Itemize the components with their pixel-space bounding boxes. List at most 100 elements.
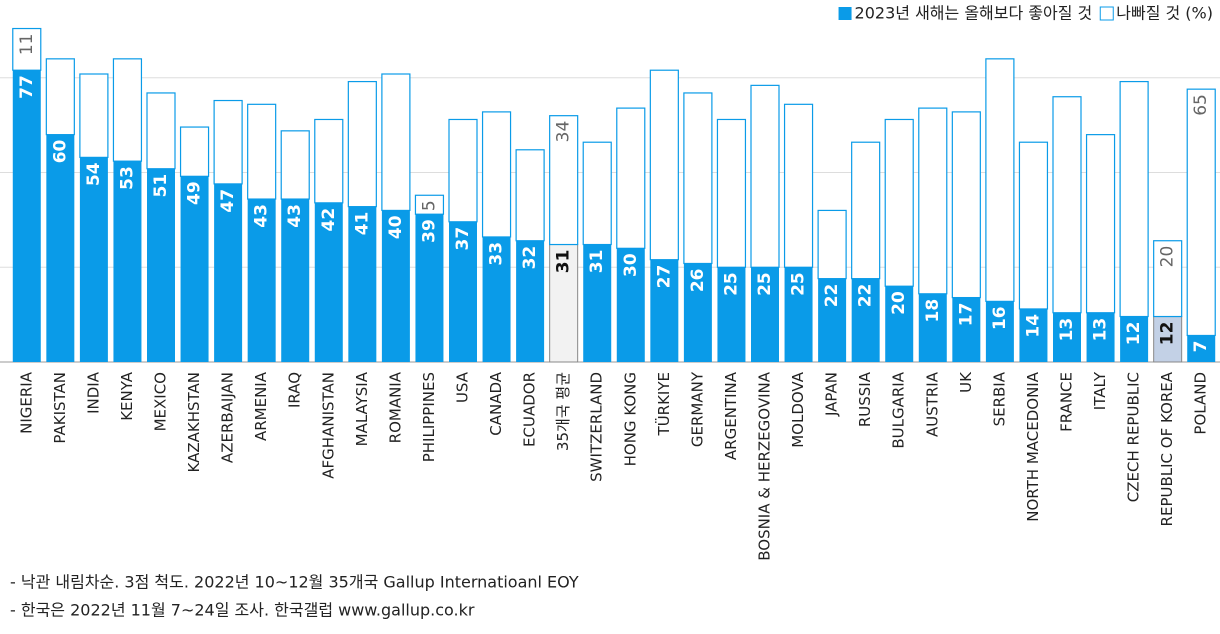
bar [381, 210, 410, 362]
bar [1119, 80, 1149, 318]
data-label: 43 [252, 204, 272, 228]
x-tick-label: HONG KONG [621, 372, 639, 466]
data-label: 25 [721, 272, 741, 296]
bar [1153, 240, 1183, 318]
bar [314, 202, 343, 362]
data-label: 31 [554, 250, 574, 274]
x-tick-label: RUSSIA [856, 371, 874, 427]
data-label: 25 [755, 272, 775, 296]
bar [716, 118, 747, 268]
data-label: 32 [520, 246, 540, 270]
bar [146, 92, 176, 170]
data-label: 27 [654, 265, 674, 289]
bar [683, 92, 713, 265]
legend-label: 2023년 새해는 올해보다 좋아질 것 [855, 4, 1093, 23]
x-tick-label: ECUADOR [521, 372, 539, 447]
bar [46, 134, 75, 362]
data-label: 12 [1158, 322, 1178, 346]
x-tick-label: IRAQ [286, 372, 304, 408]
data-label: 41 [352, 212, 372, 236]
x-tick-label: BOSNIA & HERZEGOVINA [756, 371, 774, 560]
bar [985, 301, 1014, 362]
bar [247, 199, 276, 362]
data-label: 51 [151, 174, 171, 198]
x-tick-label: ROMANIA [386, 371, 404, 443]
bar [918, 107, 948, 295]
data-label: 33 [487, 242, 507, 266]
x-tick-label: GERMANY [688, 371, 706, 447]
x-tick-label: BULGARIA [890, 371, 908, 448]
x-tick-label: REPUBLIC OF KOREA [1158, 371, 1176, 526]
data-label: 25 [789, 272, 809, 296]
bar [1019, 308, 1048, 362]
bar [213, 99, 243, 185]
data-label: 11 [17, 34, 37, 56]
data-label: 40 [386, 215, 406, 239]
bar [381, 73, 411, 212]
data-label: 39 [419, 219, 439, 243]
bar [851, 141, 881, 280]
data-label: 30 [621, 253, 641, 277]
data-label: 22 [822, 284, 842, 308]
bar [751, 267, 779, 362]
legend: 나빠질 것 (%) 2023년 새해는 올해보다 좋아질 것 [838, 4, 1213, 23]
bar [1053, 312, 1081, 362]
x-tick-label: SERBIA [990, 371, 1008, 426]
data-label: 5 [419, 200, 439, 211]
data-label: 77 [17, 75, 37, 99]
bar [1120, 316, 1149, 362]
bar [818, 278, 847, 362]
data-label: 13 [1091, 318, 1111, 342]
bar [348, 206, 377, 362]
x-tick-label: MEXICO [152, 372, 170, 431]
note: - 낙관 내림차순. 3점 척도. 2022년 10~12월 35개국 Gall… [10, 573, 579, 592]
x-tick-label: ARGENTINA [722, 371, 740, 460]
bar [616, 248, 645, 362]
data-label: 43 [285, 204, 305, 228]
bar [347, 80, 377, 208]
bar [985, 58, 1015, 302]
bar [281, 199, 310, 362]
x-tick-label: POLAND [1192, 372, 1210, 435]
bar [247, 103, 277, 200]
note: - 한국은 2022년 11월 7~24일 조사. 한국갤럽 www.gallu… [10, 601, 475, 620]
data-label: 65 [1191, 94, 1211, 116]
bar [583, 244, 612, 362]
x-tick-label: AFGHANISTAN [319, 372, 337, 479]
x-tick-label: USA [454, 371, 472, 403]
bar [415, 214, 444, 362]
bar [717, 267, 746, 362]
x-tick-label: ITALY [1091, 371, 1109, 410]
bar [45, 58, 75, 136]
bar [616, 107, 646, 249]
bar [112, 58, 143, 162]
bar [414, 194, 445, 215]
bar [951, 111, 981, 299]
data-label: 53 [117, 166, 137, 190]
data-label: 42 [319, 208, 339, 232]
bar [549, 115, 579, 246]
bar [817, 209, 847, 280]
bar [214, 183, 243, 362]
bar [783, 103, 814, 268]
bar [649, 69, 679, 261]
bar [12, 27, 42, 71]
legend-swatch [838, 7, 852, 20]
data-label: 20 [889, 291, 909, 315]
bar [314, 118, 344, 204]
legend-label: 나빠질 것 (%) [1116, 4, 1213, 23]
bar [683, 263, 712, 362]
x-tick-label: JAPAN [823, 372, 841, 417]
x-tick-label: CZECH REPUBLIC [1125, 372, 1143, 502]
data-label: 16 [990, 306, 1010, 330]
x-tick-label: KENYA [118, 371, 136, 421]
x-tick-label: CANADA [487, 371, 505, 436]
x-tick-label: INDIA [84, 371, 102, 414]
bar [885, 286, 914, 362]
bar [1186, 88, 1216, 337]
data-label: 14 [1023, 314, 1043, 338]
data-label: 54 [84, 162, 104, 186]
bar [952, 297, 981, 362]
bar [147, 168, 175, 362]
